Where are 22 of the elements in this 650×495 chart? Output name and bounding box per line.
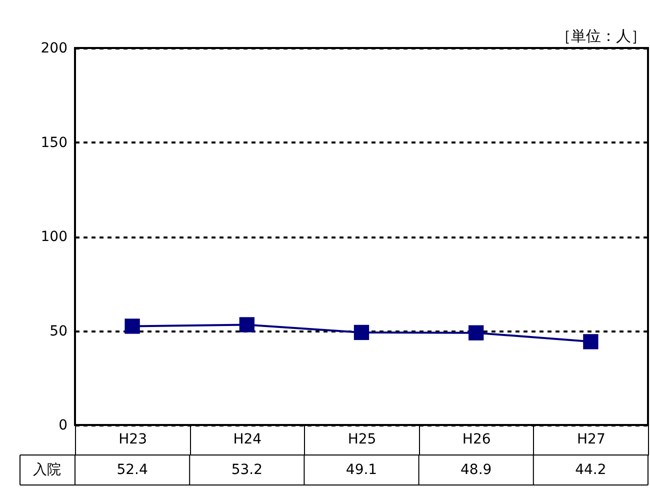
y-tick-label: 0	[58, 418, 68, 434]
data-label: 49.1	[346, 462, 378, 478]
point	[124, 318, 140, 334]
data-label: 44.2	[575, 462, 606, 478]
data-label: 48.9	[460, 462, 492, 478]
x-tick-label: H25	[348, 432, 376, 448]
y-tick-label: 50	[50, 323, 68, 340]
x-tick-label: H27	[577, 432, 606, 448]
x-tick-label: H24	[233, 432, 262, 448]
y-tick-label: 200	[40, 40, 68, 56]
text: 入院	[33, 462, 61, 478]
point	[583, 334, 598, 350]
point	[468, 325, 484, 340]
y-tick-label: 100	[40, 229, 68, 245]
data-label: 52.4	[116, 462, 148, 478]
x-tick-label: H23	[118, 432, 147, 448]
point	[354, 324, 370, 340]
point	[239, 317, 254, 332]
data-label: 53.2	[231, 462, 262, 478]
text: ［単位：人］	[556, 27, 646, 45]
x-tick-label: H26	[462, 432, 491, 448]
y-tick-label: 150	[40, 134, 68, 151]
